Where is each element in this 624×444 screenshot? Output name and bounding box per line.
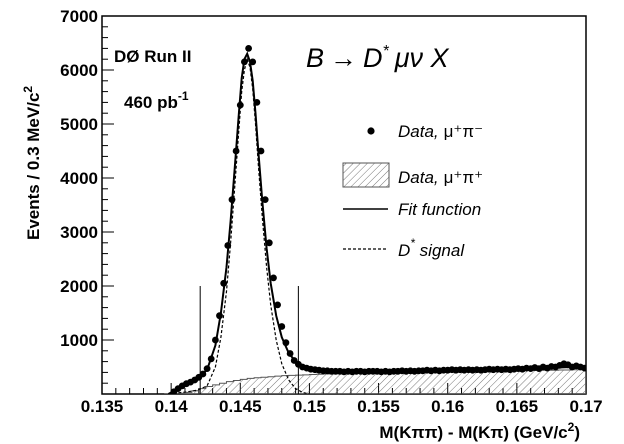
data-point [203,365,211,372]
x-tick-label: 0.145 [219,397,262,416]
legend-label-signal: D* signal [398,236,465,260]
x-axis-title: M(Kππ) - M(Kπ) (GeV/c2) [379,420,580,442]
data-point [216,312,223,320]
x-tick-label: 0.15 [293,397,326,416]
legend-label-data-opposite-sign: Data, μ⁺π⁻ [398,122,483,141]
data-point [236,101,244,109]
luminosity-label: 460 pb-1 [124,89,189,112]
y-tick-label: 4000 [60,169,98,188]
y-tick-label: 2000 [60,277,98,296]
y-tick-label: 5000 [60,115,98,134]
x-tick-label: 0.135 [81,397,124,416]
data-point [241,58,248,66]
data-point [286,350,294,357]
legend-label-data-same-sign: Data, μ⁺π⁺ [398,168,483,187]
legend-swatch-hatched [342,162,390,188]
data-point [232,147,240,155]
data-point [228,196,236,204]
y-tick-label: 3000 [60,223,98,242]
data-point [265,239,273,247]
axes: 0.135 0.14 0.145 0.15 0.155 0.16 0.165 0.17 1000… [60,7,602,416]
y-tick-label: 7000 [60,7,98,26]
data-point [207,355,215,363]
data-point [274,301,281,309]
data-point [220,279,228,287]
data-point [224,242,232,249]
data-point [270,274,277,282]
legend-marker-data [367,127,375,135]
data-points [170,45,586,394]
x-tick-label: 0.17 [569,397,602,416]
signal-curve [168,57,310,394]
y-axis-title: Events / 0.3 MeV/c2 [21,86,43,240]
data-point [282,339,290,347]
x-tick-label: 0.14 [155,397,189,416]
data-point [212,336,219,344]
process-label: B → D* μν X [306,43,450,73]
y-tick-label: 1000 [60,331,98,350]
y-tick-label: 6000 [60,61,98,80]
data-point [581,364,586,372]
data-point [261,196,269,204]
plot-area [164,45,586,394]
x-tick-label: 0.16 [431,397,464,416]
legend: Data, μ⁺π⁻ Data, μ⁺π⁺ Fit function D* sign… [342,122,483,260]
plot-frame [101,15,587,395]
data-point [257,147,265,155]
data-point [253,99,261,106]
experiment-label: DØ Run II [114,47,191,66]
data-point [278,323,286,330]
data-point [249,58,257,66]
data-point [245,45,253,52]
data-point [199,370,207,378]
x-tick-label: 0.155 [357,397,400,416]
legend-label-fit: Fit function [398,200,481,219]
x-tick-label: 0.165 [496,397,539,416]
